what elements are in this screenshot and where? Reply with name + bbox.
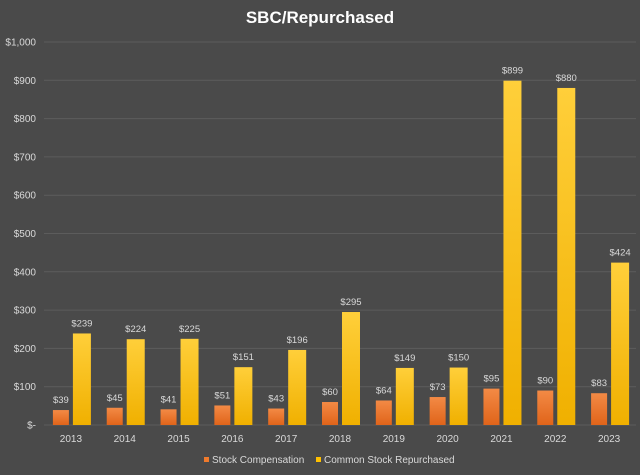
data-label: $151 (233, 352, 254, 363)
data-label: $224 (125, 324, 146, 335)
bar-common-stock-repurchased (395, 367, 414, 425)
data-label: $39 (53, 395, 69, 406)
x-tick-label: 2020 (437, 434, 460, 445)
x-tick-label: 2019 (383, 434, 406, 445)
data-label: $73 (430, 382, 446, 393)
y-tick-label: $1,000 (5, 38, 36, 49)
data-label: $424 (610, 248, 631, 259)
bar-common-stock-repurchased (180, 338, 199, 425)
x-tick-label: 2013 (60, 434, 83, 445)
y-tick-label: $400 (14, 267, 37, 278)
bar-common-stock-repurchased (126, 339, 145, 425)
x-tick-label: 2014 (114, 434, 137, 445)
y-axis-ticks: $- $100 $200 $300 $400 $500 $600 $700 $800 $900 $1… (5, 38, 36, 432)
data-label: $41 (161, 394, 177, 405)
data-label: $83 (591, 378, 607, 389)
x-tick-label: 2018 (329, 434, 352, 445)
y-tick-label: $200 (14, 344, 37, 355)
data-label: $899 (502, 66, 523, 77)
data-label: $43 (268, 394, 284, 405)
bar-stock-compensation (160, 409, 177, 425)
bar-stock-compensation (52, 410, 69, 425)
x-tick-label: 2021 (490, 434, 513, 445)
legend-label: Common Stock Repurchased (324, 455, 455, 466)
y-tick-label: $900 (14, 76, 37, 87)
bar-stock-compensation (268, 408, 285, 425)
y-tick-label: $600 (14, 191, 37, 202)
chart-title: SBC/Repurchased (246, 8, 394, 27)
bar-common-stock-repurchased (288, 349, 307, 425)
bars (52, 80, 630, 426)
bar-common-stock-repurchased (234, 367, 253, 425)
data-label: $239 (71, 318, 92, 329)
data-label: $295 (340, 297, 361, 308)
x-tick-label: 2023 (598, 434, 621, 445)
bar-stock-compensation (483, 388, 500, 425)
y-tick-label: $300 (14, 306, 37, 317)
data-label: $95 (484, 374, 500, 385)
bar-stock-compensation (537, 390, 554, 425)
data-label: $64 (376, 385, 392, 396)
legend: Stock Compensation Common Stock Repurchas… (204, 455, 455, 466)
bar-common-stock-repurchased (611, 262, 630, 425)
legend-swatch (204, 457, 209, 462)
bar-common-stock-repurchased (342, 312, 360, 425)
bar-stock-compensation (429, 397, 446, 425)
data-label: $90 (537, 376, 553, 387)
bar-common-stock-repurchased (72, 333, 91, 425)
legend-label: Stock Compensation (212, 455, 304, 466)
bar-stock-compensation (214, 405, 231, 425)
data-label: $150 (448, 353, 469, 364)
x-tick-label: 2016 (221, 434, 244, 445)
x-tick-label: 2015 (167, 434, 190, 445)
y-tick-label: $700 (14, 152, 37, 163)
data-label: $196 (287, 335, 308, 346)
y-tick-label: $- (27, 421, 36, 432)
x-axis-ticks: 2013 2014 2015 2016 2017 2018 2019 2020 2021 2022… (60, 434, 621, 445)
bar-stock-compensation (106, 407, 123, 425)
data-label: $225 (179, 324, 200, 335)
x-tick-label: 2022 (544, 434, 567, 445)
data-label: $45 (107, 393, 123, 404)
bar-common-stock-repurchased (557, 87, 576, 426)
y-tick-label: $500 (14, 229, 37, 240)
legend-swatch (316, 457, 321, 462)
bar-common-stock-repurchased (449, 367, 468, 425)
bar-stock-compensation (322, 402, 338, 425)
y-tick-label: $100 (14, 382, 37, 393)
data-label: $51 (214, 390, 230, 401)
bar-stock-compensation (591, 393, 608, 425)
bar-stock-compensation (375, 400, 392, 425)
bar-common-stock-repurchased (503, 80, 522, 426)
x-tick-label: 2017 (275, 434, 298, 445)
data-label: $60 (322, 387, 338, 398)
data-labels: $39 $239 $45 $224 $41 $225 $51 $151 $43 $196 $60 $2… (53, 66, 631, 406)
y-tick-label: $800 (14, 114, 37, 125)
data-label: $880 (556, 73, 577, 84)
data-label: $149 (394, 353, 415, 364)
